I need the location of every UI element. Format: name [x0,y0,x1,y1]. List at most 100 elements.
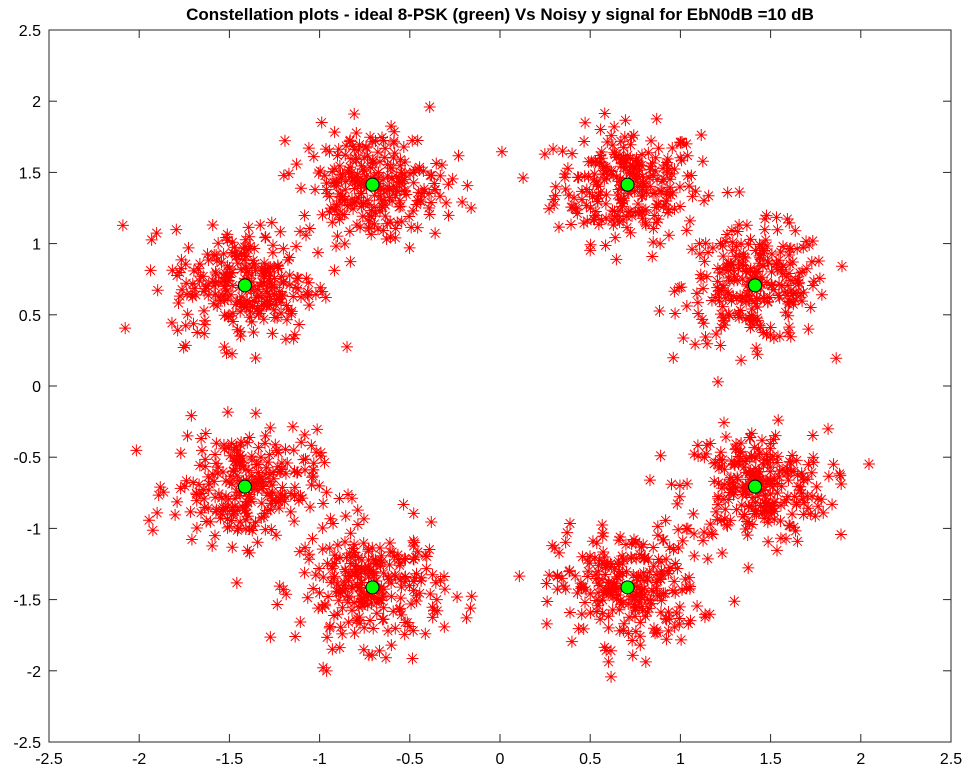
noisy-point-marker [306,532,319,545]
noisy-point-marker [728,595,741,608]
noisy-point-marker [571,207,584,220]
noisy-point-marker [367,170,380,183]
noisy-point-marker [272,446,285,459]
noisy-point-marker [411,221,424,234]
noisy-point-marker [812,254,825,267]
noisy-point-marker [303,548,316,561]
noisy-point-marker [768,505,781,518]
noisy-point-marker [295,436,308,449]
noisy-point-marker [791,535,804,548]
noisy-point-marker [589,594,602,607]
noisy-point-marker [739,455,752,468]
noisy-point-marker [195,432,208,445]
noisy-point-marker [208,279,221,292]
noisy-point-marker [641,573,654,586]
noisy-point-marker [243,230,256,243]
noisy-point-marker [791,480,804,493]
noisy-point-marker [671,497,684,510]
noisy-point-marker [630,175,643,188]
noisy-point-marker [551,569,564,582]
noisy-point-marker [735,499,748,512]
noisy-point-marker [301,591,314,604]
noisy-point-marker [385,162,398,175]
noisy-point-marker [754,240,767,253]
noisy-point-marker [339,582,352,595]
noisy-point-marker [591,195,604,208]
noisy-point-marker [273,465,286,478]
noisy-point-marker [150,227,163,240]
noisy-point-marker [673,490,686,503]
noisy-point-marker [361,149,374,162]
noisy-point-marker [806,429,819,442]
noisy-point-marker [275,457,288,470]
noisy-point-marker [267,303,280,316]
noisy-point-marker [630,154,643,167]
noisy-point-marker [330,240,343,253]
ideal-constellation-point [620,177,635,192]
noisy-point-marker [637,538,650,551]
noisy-point-marker [805,466,818,479]
noisy-point-marker [384,215,397,228]
noisy-point-marker [442,178,455,191]
noisy-point-marker [822,470,835,483]
noisy-point-marker [775,480,788,493]
noisy-point-marker [553,546,566,559]
noisy-point-marker [320,183,333,196]
noisy-point-marker [242,243,255,256]
noisy-point-marker [752,465,765,478]
noisy-point-marker [411,545,424,558]
noisy-point-marker [374,560,387,573]
noisy-point-marker [403,241,416,254]
noisy-point-marker [242,221,255,234]
noisy-point-marker [614,153,627,166]
noisy-point-marker [375,131,388,144]
noisy-point-marker [765,507,778,520]
noisy-point-marker [323,190,336,203]
noisy-point-marker [600,212,613,225]
noisy-point-marker [653,304,666,317]
noisy-point-marker [513,570,526,583]
noisy-point-marker [407,624,420,637]
noisy-point-marker [739,312,752,325]
noisy-point-marker [354,221,367,234]
noisy-point-marker [649,151,662,164]
noisy-point-marker [266,246,279,259]
noisy-point-marker [252,289,265,302]
noisy-point-marker [599,239,612,252]
noisy-point-marker [725,294,738,307]
noisy-point-marker [210,268,223,281]
noisy-point-marker [293,318,306,331]
noisy-point-marker [246,524,259,537]
noisy-point-marker [333,492,346,505]
noisy-point-marker [651,626,664,639]
noisy-point-marker [661,156,674,169]
noisy-point-marker [599,197,612,210]
noisy-point-marker [377,613,390,626]
noisy-point-marker [387,605,400,618]
noisy-point-marker [779,306,792,319]
noisy-point-marker [282,303,295,316]
noisy-point-marker [595,214,608,227]
noisy-point-marker [290,158,303,171]
noisy-point-marker [674,136,687,149]
noisy-point-marker [651,529,664,542]
noisy-point-marker [208,475,221,488]
noisy-point-marker [331,608,344,621]
noisy-point-marker [226,501,239,514]
noisy-point-marker [318,456,331,469]
noisy-point-marker [637,175,650,188]
noisy-point-marker [740,488,753,501]
noisy-point-marker [179,339,192,352]
noisy-point-marker [287,290,300,303]
noisy-point-marker [793,266,806,279]
noisy-point-marker [619,538,632,551]
noisy-point-marker [358,621,371,634]
noisy-point-marker [691,296,704,309]
noisy-point-marker [304,501,317,514]
noisy-point-marker [597,546,610,559]
noisy-point-marker [643,602,656,615]
noisy-point-marker [607,579,620,592]
noisy-point-marker [599,568,612,581]
noisy-point-marker [630,168,643,181]
